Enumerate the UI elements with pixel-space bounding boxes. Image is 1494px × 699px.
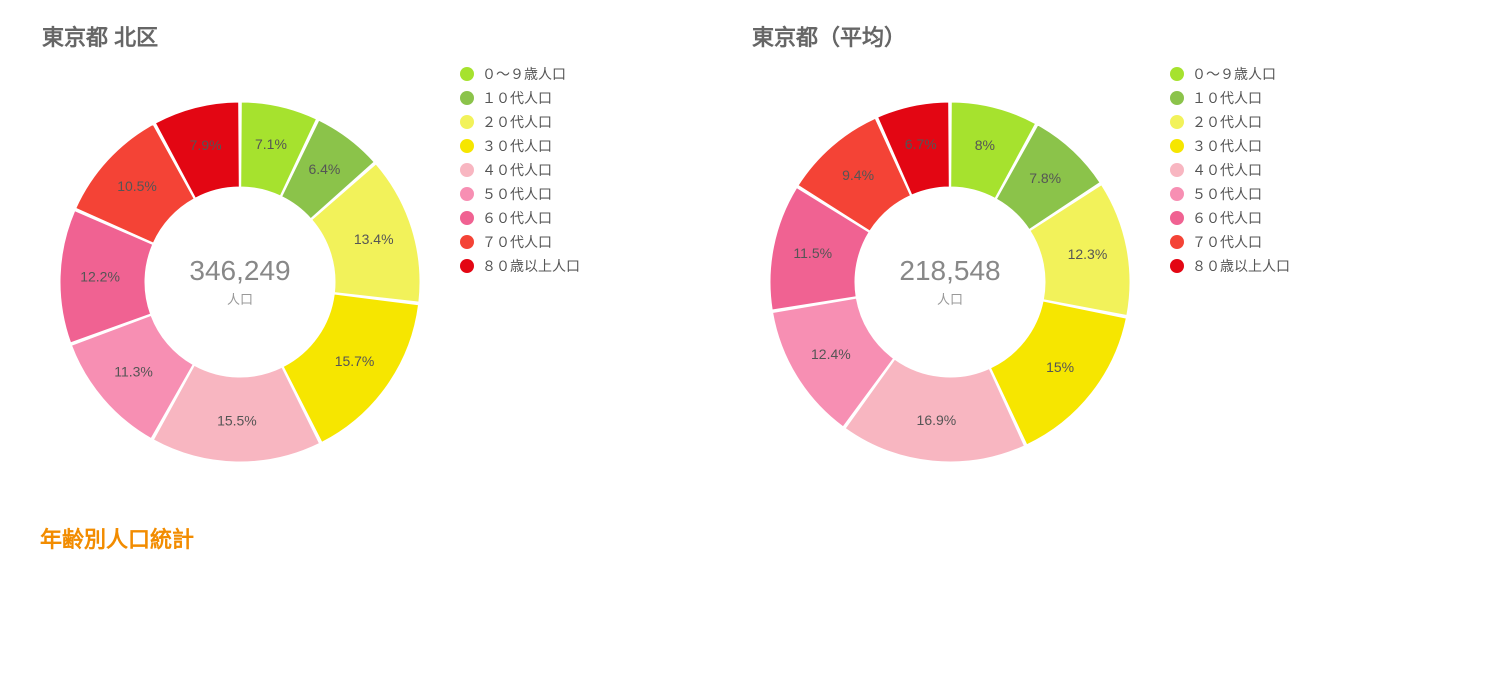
legend-label: ８０歳以上人口 (482, 256, 580, 276)
legend-swatch-icon (1170, 211, 1184, 225)
legend-item[interactable]: ６０代人口 (460, 206, 580, 230)
legend-swatch-icon (1170, 235, 1184, 249)
donut-chart-tokyo-avg: 8%7.8%12.3%15%16.9%12.4%11.5%9.4%6.7% 21… (750, 82, 1150, 482)
legend-item[interactable]: ７０代人口 (1170, 230, 1290, 254)
legend-item[interactable]: ０～９歳人口 (460, 62, 580, 86)
legend-swatch-icon (460, 115, 474, 129)
chart-block-tokyo-avg: 8%7.8%12.3%15%16.9%12.4%11.5%9.4%6.7% 21… (750, 82, 1290, 482)
charts-row: 東京都 北区 7.1%6.4%13.4%15.7%15.5%11.3%12.2%… (40, 20, 1454, 482)
legend-swatch-icon (1170, 139, 1184, 153)
legend-label: ３０代人口 (1192, 136, 1262, 156)
legend-label: ８０歳以上人口 (1192, 256, 1290, 276)
panel-title-kita: 東京都 北区 (42, 20, 580, 52)
panel-title-tokyo-avg: 東京都（平均） (752, 20, 1290, 52)
legend-swatch-icon (460, 91, 474, 105)
legend-swatch-icon (460, 211, 474, 225)
legend-label: ６０代人口 (482, 208, 552, 228)
legend-item[interactable]: ３０代人口 (460, 134, 580, 158)
legend-label: ３０代人口 (482, 136, 552, 156)
legend-item[interactable]: ４０代人口 (460, 158, 580, 182)
legend-label: ０～９歳人口 (482, 64, 566, 84)
section-heading-age-stats: 年齢別人口統計 (40, 522, 1454, 554)
legend-swatch-icon (1170, 163, 1184, 177)
legend-item[interactable]: ４０代人口 (1170, 158, 1290, 182)
legend-label: ７０代人口 (482, 232, 552, 252)
legend-item[interactable]: ７０代人口 (460, 230, 580, 254)
legend-label: １０代人口 (482, 88, 552, 108)
legend-item[interactable]: ２０代人口 (1170, 110, 1290, 134)
legend-label: ５０代人口 (1192, 184, 1262, 204)
legend-swatch-icon (460, 187, 474, 201)
legend-kita: ０～９歳人口 １０代人口 ２０代人口 ３０代人口 ４０代人口 ５０代人口 ６０代人口 ７０代人… (460, 62, 580, 278)
legend-swatch-icon (1170, 259, 1184, 273)
legend-item[interactable]: １０代人口 (460, 86, 580, 110)
legend-item[interactable]: ５０代人口 (1170, 182, 1290, 206)
legend-label: ４０代人口 (1192, 160, 1262, 180)
legend-item[interactable]: ５０代人口 (460, 182, 580, 206)
legend-item[interactable]: ６０代人口 (1170, 206, 1290, 230)
legend-label: ５０代人口 (482, 184, 552, 204)
legend-label: ７０代人口 (1192, 232, 1262, 252)
legend-item[interactable]: ８０歳以上人口 (1170, 254, 1290, 278)
legend-label: １０代人口 (1192, 88, 1262, 108)
legend-item[interactable]: １０代人口 (1170, 86, 1290, 110)
legend-swatch-icon (460, 235, 474, 249)
chart-block-kita: 7.1%6.4%13.4%15.7%15.5%11.3%12.2%10.5%7.… (40, 82, 580, 482)
legend-swatch-icon (1170, 115, 1184, 129)
legend-label: ２０代人口 (1192, 112, 1262, 132)
legend-swatch-icon (1170, 187, 1184, 201)
legend-label: ６０代人口 (1192, 208, 1262, 228)
panel-kita: 東京都 北区 7.1%6.4%13.4%15.7%15.5%11.3%12.2%… (40, 20, 580, 482)
legend-label: ２０代人口 (482, 112, 552, 132)
legend-swatch-icon (460, 139, 474, 153)
page: 東京都 北区 7.1%6.4%13.4%15.7%15.5%11.3%12.2%… (0, 0, 1494, 584)
legend-item[interactable]: ８０歳以上人口 (460, 254, 580, 278)
legend-swatch-icon (1170, 67, 1184, 81)
donut-chart-kita: 7.1%6.4%13.4%15.7%15.5%11.3%12.2%10.5%7.… (40, 82, 440, 482)
legend-item[interactable]: ３０代人口 (1170, 134, 1290, 158)
legend-swatch-icon (460, 163, 474, 177)
legend-swatch-icon (460, 259, 474, 273)
legend-swatch-icon (460, 67, 474, 81)
legend-item[interactable]: ２０代人口 (460, 110, 580, 134)
legend-swatch-icon (1170, 91, 1184, 105)
legend-label: ０～９歳人口 (1192, 64, 1276, 84)
legend-tokyo-avg: ０～９歳人口 １０代人口 ２０代人口 ３０代人口 ４０代人口 ５０代人口 ６０代人口 ７０代人… (1170, 62, 1290, 278)
legend-item[interactable]: ０～９歳人口 (1170, 62, 1290, 86)
panel-tokyo-avg: 東京都（平均） 8%7.8%12.3%15%16.9%12.4%11.5%9.4… (750, 20, 1290, 482)
legend-label: ４０代人口 (482, 160, 552, 180)
